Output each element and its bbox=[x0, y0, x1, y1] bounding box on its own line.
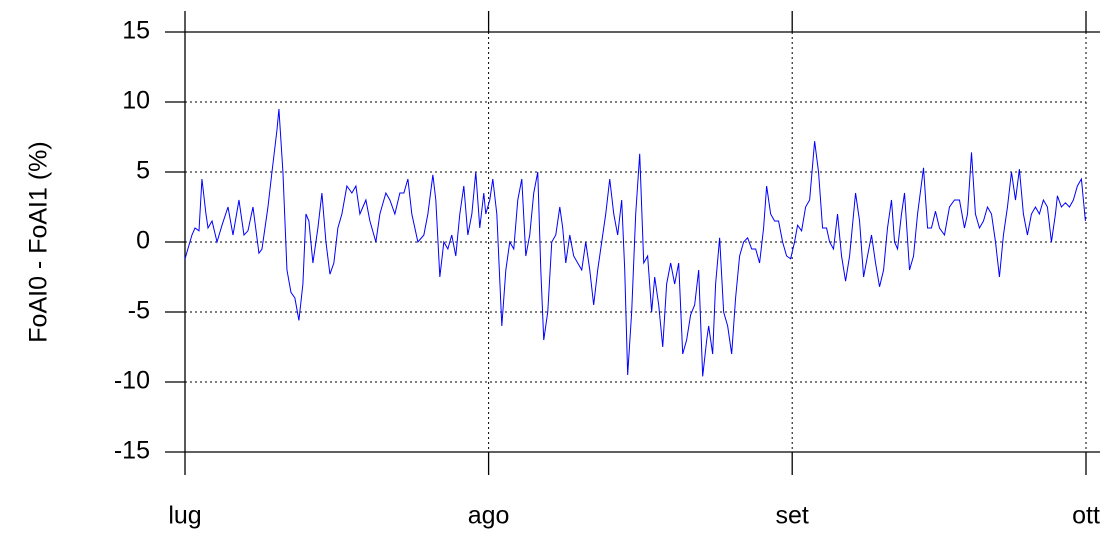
y-axis-label: FoAI0 - FoAI1 (%) bbox=[25, 141, 53, 342]
y-tick-label: 0 bbox=[136, 227, 150, 255]
x-tick-label: lug bbox=[168, 502, 201, 530]
y-tick-label: 5 bbox=[136, 157, 150, 185]
y-tick-label: -5 bbox=[128, 297, 150, 325]
x-tick-label: ago bbox=[468, 502, 510, 530]
x-tick-label: ott bbox=[1072, 502, 1100, 530]
x-tick-label: set bbox=[776, 502, 809, 530]
y-tick-label: 10 bbox=[122, 87, 150, 115]
data-line bbox=[184, 108, 1086, 377]
y-tick-label: -15 bbox=[114, 437, 150, 465]
y-tick-label: -10 bbox=[114, 367, 150, 395]
y-tick-label: 15 bbox=[122, 17, 150, 45]
